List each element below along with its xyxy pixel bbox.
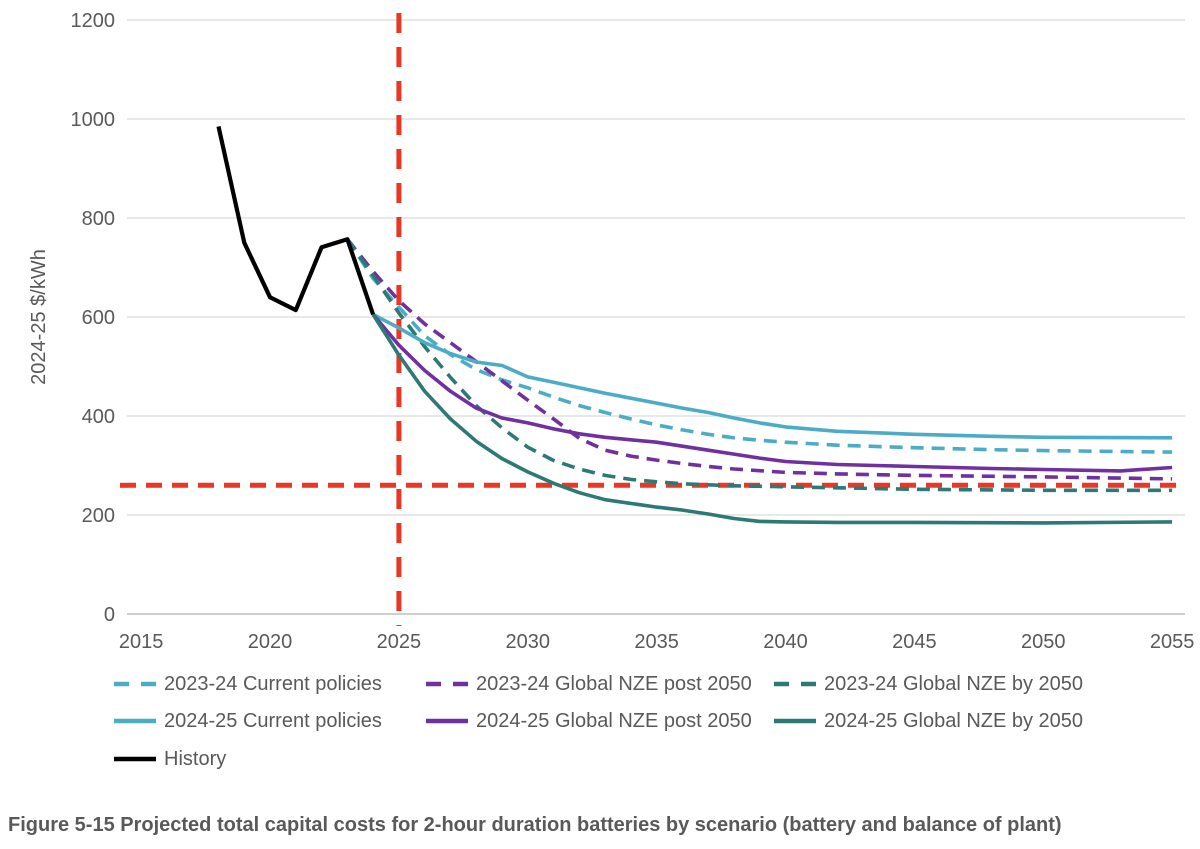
legend-swatch-dashed-icon [114, 681, 156, 687]
legend-item-nzeby-2324: 2023-24 Global NZE by 2050 [773, 671, 1083, 697]
cost-projection-chart: 0 200 400 600 800 1000 1200 2015 2020 2025 2030 203… [28, 10, 1195, 653]
legend-swatch-solid-icon [114, 718, 156, 724]
x-tick-label-2020: 2020 [248, 631, 293, 653]
series-line-nzepost-2425 [371, 313, 1173, 473]
legend-swatch-dashed-icon [774, 681, 816, 687]
legend-item-nzeby-2425: 2024-25 Global NZE by 2050 [773, 708, 1083, 734]
series-lines-layer [216, 125, 1173, 525]
series-line-nzeby-2324 [345, 238, 1173, 493]
gridlines-layer [127, 19, 1185, 615]
y-tick-label-200: 200 [82, 505, 115, 527]
legend-label: History [164, 747, 227, 770]
legend-label: 2023-24 Current policies [164, 672, 382, 695]
y-axis-title: 2024-25 $/kWh [28, 249, 50, 385]
legend-swatch-dashed-icon [426, 681, 468, 687]
legend-swatch-solid-icon [774, 718, 816, 724]
legend-item-history: History [113, 746, 226, 772]
x-tick-label-2035: 2035 [634, 631, 679, 653]
chart-legend: 2023-24 Current policies 2023-24 Global N… [0, 0, 1200, 770]
legend-item-nzepost-2324: 2023-24 Global NZE post 2050 [425, 671, 752, 697]
figure-caption: Figure 5-15 Projected total capital cost… [8, 814, 1062, 836]
series-line-history [216, 125, 376, 316]
x-tick-label-2050: 2050 [1021, 631, 1066, 653]
legend-label: 2023-24 Global NZE post 2050 [476, 672, 752, 695]
legend-item-nzepost-2425: 2024-25 Global NZE post 2050 [425, 708, 752, 734]
legend-label: 2024-25 Global NZE by 2050 [824, 709, 1084, 732]
series-line-cp-2425 [372, 312, 1173, 440]
axis-labels-layer: 0 200 400 600 800 1000 1200 2015 2020 2025 2030 203… [71, 10, 1195, 653]
series-line-nzeby-2425 [371, 313, 1173, 525]
legend-swatch-solid-icon [114, 756, 156, 762]
legend-label: 2024-25 Current policies [164, 709, 382, 732]
reference-lines-layer [120, 13, 1186, 626]
x-tick-label-2015: 2015 [119, 631, 164, 653]
x-tick-label-2025: 2025 [377, 631, 422, 653]
series-line-cp-2324 [345, 238, 1173, 454]
y-tick-label-1200: 1200 [71, 10, 116, 32]
x-tick-label-2055: 2055 [1150, 631, 1195, 653]
legend-label: 2024-25 Global NZE post 2050 [476, 709, 752, 732]
legend-label: 2023-24 Global NZE by 2050 [824, 672, 1084, 695]
y-tick-label-800: 800 [82, 208, 115, 230]
x-tick-label-2030: 2030 [506, 631, 551, 653]
legend-item-cp-2425: 2024-25 Current policies [113, 708, 382, 734]
y-tick-label-0: 0 [104, 604, 115, 626]
legend-swatch-solid-icon [426, 718, 468, 724]
y-tick-label-400: 400 [82, 406, 115, 428]
series-line-nzepost-2324 [345, 238, 1173, 481]
y-tick-label-600: 600 [82, 307, 115, 329]
x-tick-label-2040: 2040 [763, 631, 808, 653]
legend-item-cp-2324: 2023-24 Current policies [113, 671, 382, 697]
x-tick-label-2045: 2045 [892, 631, 937, 653]
y-tick-label-1000: 1000 [71, 109, 116, 131]
